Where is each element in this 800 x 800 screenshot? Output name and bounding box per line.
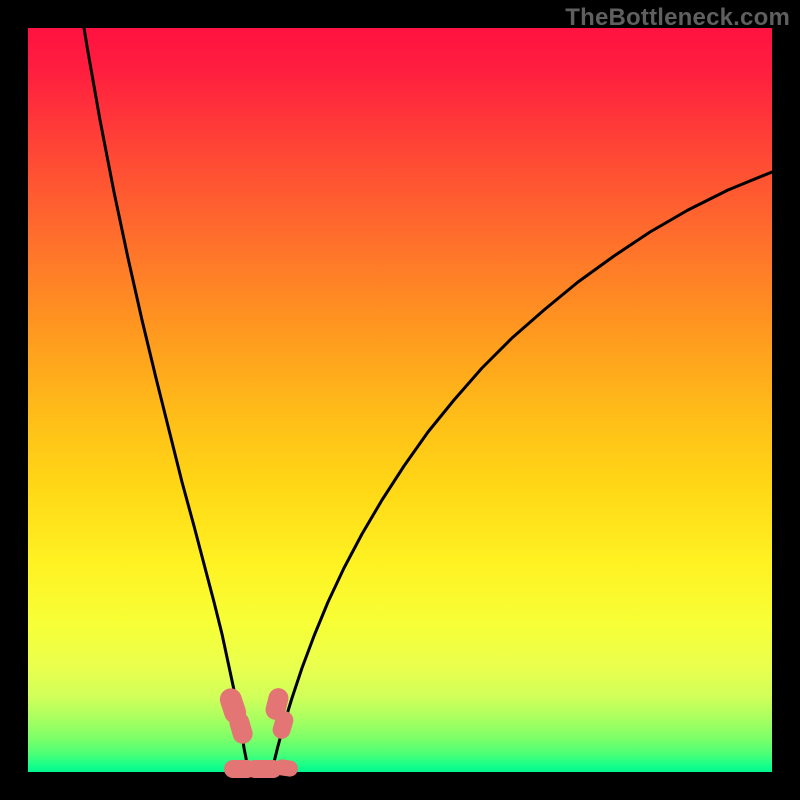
plot-area: [28, 28, 772, 772]
bottleneck-curve-right: [272, 172, 772, 772]
curve-layer: [28, 28, 772, 772]
chart-frame: TheBottleneck.com: [0, 0, 800, 800]
bottleneck-curve-left: [84, 28, 248, 772]
watermark-text: TheBottleneck.com: [565, 4, 790, 32]
